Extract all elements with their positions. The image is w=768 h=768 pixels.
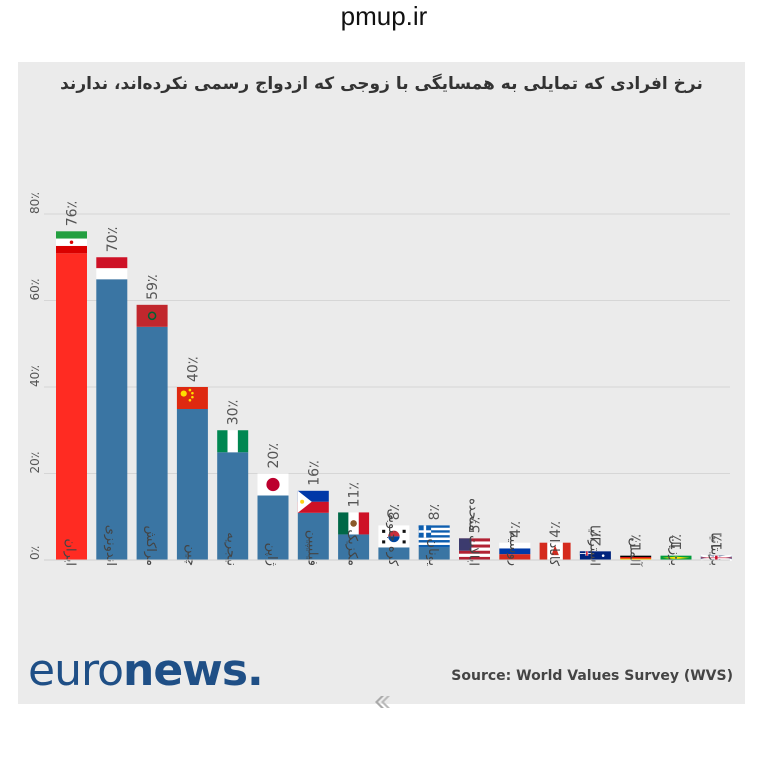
bar-value-label: 8٪ — [427, 504, 443, 520]
bar-value-label: 1٪ — [669, 534, 685, 550]
chart-panel: 0٪ 20٪ 40٪ 60٪ 80٪ 76٪ ایران 70٪ اندونزی 59٪ مراکش… — [18, 62, 745, 704]
bar-value-label: 8٪ — [387, 504, 403, 520]
category-label: بریتانیا — [707, 532, 722, 566]
y-tick-label: 60٪ — [28, 279, 42, 301]
carousel-nav-icon[interactable] — [372, 695, 396, 709]
category-label: چین — [183, 544, 198, 566]
brazil-flag — [660, 555, 692, 560]
russia-flag — [499, 542, 531, 560]
euronews-logo: euronews. — [28, 645, 264, 696]
category-label: ژاپن — [264, 543, 279, 566]
bar-value-label: 30٪ — [226, 400, 242, 425]
philippines-flag — [297, 490, 329, 513]
category-label: کره جنوبی — [385, 509, 400, 567]
bar-value-label: 20٪ — [266, 443, 282, 468]
chart-svg: 0٪ 20٪ 40٪ 60٪ 80٪ 76٪ ایران 70٪ اندونزی 59٪ مراکش… — [28, 192, 732, 567]
bar — [136, 326, 168, 560]
nigeria-flag — [217, 430, 249, 453]
category-label: ایالات متحده — [466, 498, 481, 566]
bar-value-label: 40٪ — [185, 357, 201, 382]
bar-value-label: 11٪ — [347, 482, 363, 507]
bar — [176, 409, 208, 560]
category-label: استرالیا — [586, 525, 601, 566]
bar — [338, 534, 370, 560]
bar — [297, 512, 329, 560]
category-label: برزیل — [667, 535, 682, 566]
bar — [378, 547, 410, 560]
y-tick-label: 0٪ — [28, 546, 42, 560]
category-label: مکزیک — [345, 529, 360, 566]
south-korea-flag — [378, 525, 410, 548]
chart-title: نرخ افرادی که تمایلی به همسایگی با زوجی … — [60, 74, 703, 94]
category-label: ایران — [63, 538, 78, 566]
logo-dot: . — [247, 645, 264, 696]
bar — [418, 547, 450, 560]
category-label: مراکش — [143, 525, 158, 566]
source-note: Source: World Values Survey (WVS) — [451, 668, 733, 684]
bar-value-label: 59٪ — [145, 274, 161, 299]
indonesia-flag — [96, 257, 128, 280]
china-flag — [176, 387, 208, 409]
bar-value-label: 16٪ — [306, 460, 322, 485]
australia-flag — [579, 551, 611, 560]
uk-flag — [700, 554, 732, 561]
canada-flag — [539, 542, 571, 560]
logo-light-part: euro — [28, 645, 124, 696]
bar-value-label: 1٪ — [709, 534, 725, 550]
japan-flag — [257, 473, 289, 496]
bar — [96, 279, 128, 560]
germany-flag — [620, 555, 652, 560]
bar — [56, 253, 87, 561]
category-label: یونان — [425, 539, 440, 567]
morocco-flag — [136, 304, 168, 327]
bar-value-label: 4٪ — [548, 521, 564, 537]
bar — [217, 452, 249, 560]
bar — [257, 495, 289, 560]
bar-value-label: 70٪ — [105, 227, 121, 252]
category-label: اندونزی — [103, 525, 118, 566]
site-watermark: pmup.ir — [340, 1, 428, 31]
y-tick-label: 80٪ — [28, 192, 42, 214]
bar-value-label: 1٪ — [629, 534, 645, 550]
category-label: کانادا — [546, 539, 561, 567]
y-tick-label: 40٪ — [28, 365, 42, 387]
category-label: روسیه — [506, 532, 521, 566]
bar-value-label: 5٪ — [468, 517, 484, 533]
greece-flag — [418, 525, 450, 548]
iran-flag — [56, 231, 87, 254]
category-label: نیجریه — [224, 532, 239, 566]
bar-value-label: 2٪ — [588, 530, 604, 546]
category-label: آلمان — [627, 537, 644, 567]
mexico-flag — [338, 512, 370, 535]
bar-value-label: 4٪ — [508, 521, 524, 537]
bar-value-label: 76٪ — [65, 201, 81, 226]
usa-flag — [459, 538, 490, 560]
category-label: فیلیپین — [304, 530, 319, 566]
y-tick-label: 20٪ — [28, 452, 42, 474]
logo-bold-part: news — [123, 645, 248, 696]
